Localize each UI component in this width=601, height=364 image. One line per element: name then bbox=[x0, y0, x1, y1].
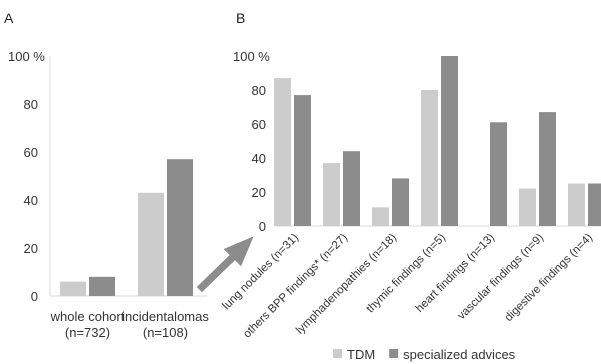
x-category-label-a: incidentalomas bbox=[122, 309, 209, 324]
bar-b-specialized-1 bbox=[343, 151, 360, 226]
bar-b-specialized-6 bbox=[588, 183, 601, 226]
bar-b-specialized-2 bbox=[392, 178, 409, 226]
bar-a-tdm-0 bbox=[60, 281, 86, 296]
bar-a-specialized-0 bbox=[89, 276, 115, 296]
panel-a-letter: A bbox=[4, 10, 14, 26]
x-category-label-b: digestive findings (n=4) bbox=[503, 232, 595, 324]
y-tick-label-b: 20 bbox=[252, 185, 266, 200]
y-tick-label-a: 40 bbox=[24, 193, 38, 208]
bar-b-tdm-2 bbox=[372, 207, 389, 226]
bar-b-specialized-3 bbox=[441, 56, 458, 226]
legend-swatch bbox=[333, 349, 342, 358]
x-category-label-b: vascular findings (n=9) bbox=[456, 232, 547, 323]
bar-b-tdm-5 bbox=[519, 188, 536, 226]
legend-label: TDM bbox=[347, 347, 375, 362]
bar-b-tdm-6 bbox=[568, 183, 585, 226]
bar-b-tdm-3 bbox=[421, 90, 438, 226]
x-category-label-a: whole cohort bbox=[50, 309, 125, 324]
y-tick-label-b: 60 bbox=[252, 117, 266, 132]
legend: TDM specialized advices bbox=[333, 347, 516, 362]
arrow-shape bbox=[196, 236, 254, 293]
y-tick-label-b: 80 bbox=[252, 83, 266, 98]
bar-b-specialized-4 bbox=[490, 122, 507, 226]
arrow-icon bbox=[196, 236, 254, 293]
y-tick-label-a: 20 bbox=[24, 241, 38, 256]
legend-label: specialized advices bbox=[403, 347, 516, 362]
bar-b-tdm-0 bbox=[274, 78, 291, 226]
y-tick-label-b: 100 % bbox=[233, 49, 270, 64]
bar-b-specialized-0 bbox=[294, 95, 311, 226]
y-tick-label-a: 60 bbox=[24, 145, 38, 160]
legend-swatch bbox=[389, 349, 399, 358]
bar-a-tdm-1 bbox=[138, 192, 164, 296]
x-category-label-a: (n=732) bbox=[65, 325, 110, 340]
bar-b-specialized-5 bbox=[539, 112, 556, 226]
y-tick-label-a: 0 bbox=[31, 289, 38, 304]
bar-b-tdm-1 bbox=[323, 163, 340, 226]
y-tick-label-b: 40 bbox=[252, 151, 266, 166]
chart-a: 0 20 40 60 80 100 % whole cohort(n=732) inciden… bbox=[8, 49, 209, 340]
panel-b-letter: B bbox=[236, 10, 245, 26]
y-tick-label-b: 0 bbox=[259, 219, 266, 234]
x-category-label-b: others BPP findings* (n=27) bbox=[241, 232, 350, 341]
y-tick-label-a: 100 % bbox=[8, 49, 45, 64]
bar-a-specialized-1 bbox=[167, 159, 193, 296]
x-category-label-b: lymphadenopathies (n=18) bbox=[294, 232, 399, 337]
x-category-label-a: (n=108) bbox=[143, 325, 188, 340]
y-tick-label-a: 80 bbox=[24, 97, 38, 112]
